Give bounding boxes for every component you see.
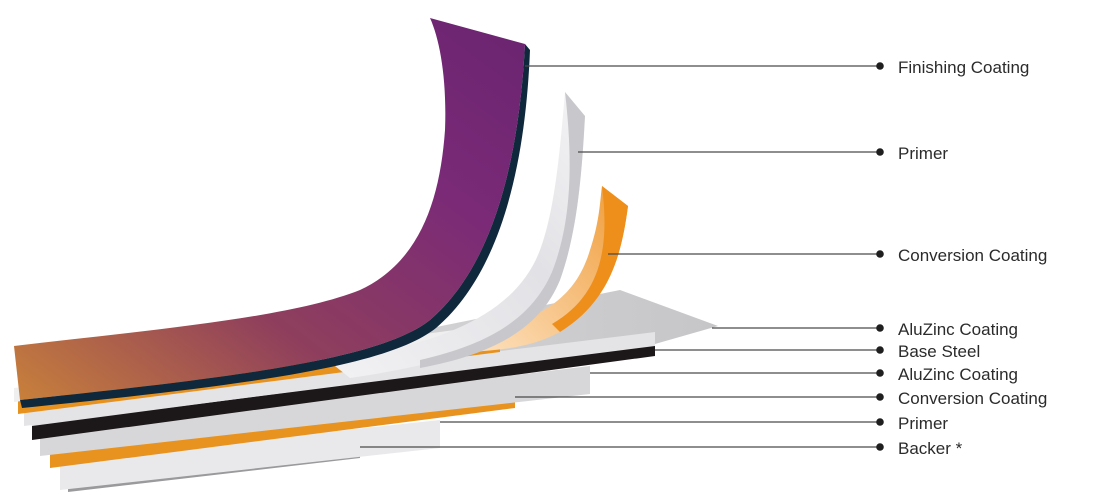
bullet-dot [876, 418, 884, 426]
bullet-dot [876, 443, 884, 451]
bottom-aluzinc-layer [40, 366, 590, 456]
bullet-dot [876, 393, 884, 401]
label-conversion-coating-top: Conversion Coating [898, 246, 1047, 265]
bullet-dot [876, 148, 884, 156]
label-backer: Backer * [898, 439, 963, 458]
label-aluzinc-coating-top: AluZinc Coating [898, 320, 1018, 339]
bullet-dot [876, 250, 884, 258]
label-primer-top: Primer [898, 144, 948, 163]
bullet-dot [876, 62, 884, 70]
primer-sheet [330, 92, 585, 378]
label-finishing-coating: Finishing Coating [898, 58, 1029, 77]
label-bullets [876, 62, 884, 451]
bullet-dot [876, 346, 884, 354]
base-steel-layer [32, 344, 655, 440]
label-conversion-coating-bottom: Conversion Coating [898, 389, 1047, 408]
label-primer-bottom: Primer [898, 414, 948, 433]
bullet-dot [876, 324, 884, 332]
label-base-steel: Base Steel [898, 342, 980, 361]
bottom-primer-layer [60, 420, 440, 490]
label-aluzinc-coating-bottom: AluZinc Coating [898, 365, 1018, 384]
bullet-dot [876, 369, 884, 377]
finishing-coating-sheet [14, 18, 525, 400]
leader-lines [360, 65, 880, 448]
layer-labels: Finishing Coating Primer Conversion Coat… [898, 58, 1047, 458]
